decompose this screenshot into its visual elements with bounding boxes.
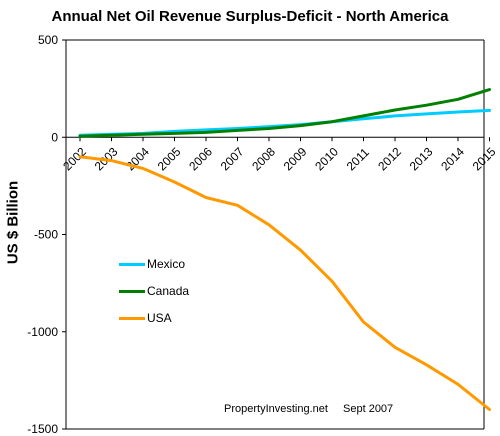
x-tick-label: 2008 <box>249 144 278 173</box>
legend-label: USA <box>147 311 172 325</box>
credit-date: Sept 2007 <box>343 403 394 415</box>
y-tick-label: -1500 <box>27 422 58 436</box>
legend-swatch <box>119 289 145 293</box>
x-tick-label: 2012 <box>375 144 404 173</box>
y-tick-label: -1000 <box>27 325 58 339</box>
legend-label: Mexico <box>147 257 186 271</box>
x-tick-label: 2007 <box>218 144 247 173</box>
x-tick-label: 2006 <box>186 144 215 173</box>
legend-label: Canada <box>147 284 190 298</box>
x-tick-label: 2002 <box>60 144 89 173</box>
y-tick-label: -500 <box>34 228 58 242</box>
legend-item-mexico: Mexico <box>119 256 185 272</box>
legend-item-canada: Canada <box>119 283 189 299</box>
x-tick-label: 2010 <box>312 144 341 173</box>
x-tick-label: 2005 <box>155 144 184 173</box>
chart-title: Annual Net Oil Revenue Surplus-Deficit -… <box>51 8 449 25</box>
credit-site: PropertyInvesting.net <box>224 403 328 415</box>
credit-note: PropertyInvesting.net Sept 2007 <box>224 403 405 415</box>
x-tick-label: 2013 <box>407 144 436 173</box>
series-line-mexico <box>78 108 491 137</box>
series-line-canada <box>78 88 491 138</box>
legend-swatch <box>119 262 145 266</box>
x-tick-label: 2011 <box>344 145 372 173</box>
legend-swatch <box>119 316 145 320</box>
y-tick-label: 500 <box>38 33 58 47</box>
x-tick-label: 2009 <box>281 144 310 173</box>
series-line-usa <box>78 155 491 411</box>
x-tick-label: 2014 <box>438 144 467 173</box>
legend-item-usa: USA <box>119 310 172 326</box>
y-tick-label: 0 <box>51 130 58 144</box>
